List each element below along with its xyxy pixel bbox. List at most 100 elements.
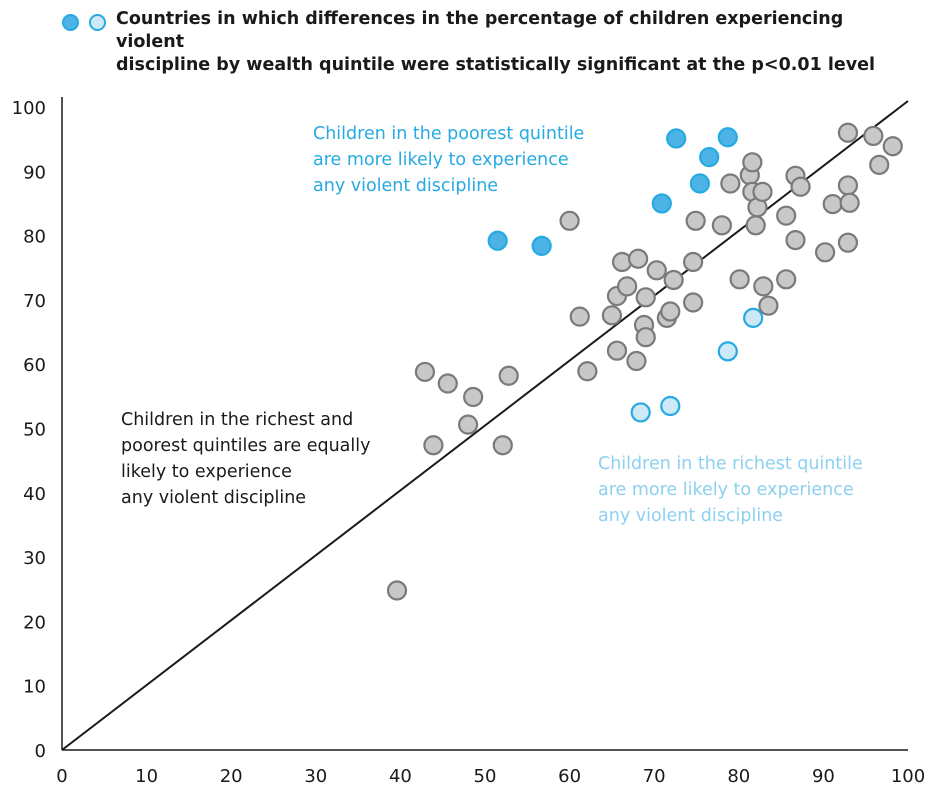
data-point-neutral	[635, 287, 656, 308]
y-tick-label: 70	[23, 291, 46, 312]
data-point-neutral	[635, 327, 656, 348]
data-point-neutral	[559, 210, 580, 231]
axes	[61, 97, 908, 751]
data-point-neutral	[606, 340, 628, 361]
data-point-neutral	[437, 373, 458, 394]
data-point-richest	[660, 395, 681, 417]
data-point-neutral	[498, 365, 519, 386]
annotation-richest: Children in the richest quintile are mor…	[598, 451, 863, 529]
data-points	[386, 122, 903, 601]
tick-labels: 0 10 20 30 40 50 60 70 80 90 100 0 10 20 30 40 50 60 70 80 9…	[12, 98, 926, 787]
y-tick-label: 20	[23, 612, 46, 633]
data-point-neutral	[822, 193, 843, 215]
annotation-equal: Children in the richest and poorest quin…	[121, 407, 370, 511]
data-point-neutral	[863, 125, 884, 147]
data-point-neutral	[882, 136, 903, 157]
data-point-neutral	[837, 175, 859, 196]
x-tick-label: 70	[643, 766, 666, 787]
data-point-neutral	[611, 251, 633, 273]
data-point-neutral	[577, 361, 598, 382]
data-point-neutral	[814, 242, 836, 263]
data-point-neutral	[628, 248, 649, 269]
x-tick-label: 40	[389, 766, 412, 787]
legend-line-1: Countries in which differences in the pe…	[116, 9, 844, 52]
data-point-neutral	[837, 122, 859, 143]
data-point-neutral	[758, 295, 779, 316]
x-tick-label: 10	[135, 766, 158, 787]
data-point-neutral	[414, 361, 436, 383]
annotation-poorest-line-1: Children in the poorest quintile	[313, 124, 585, 144]
data-point-neutral	[742, 152, 763, 173]
data-point-neutral	[839, 192, 860, 213]
data-point-neutral	[660, 301, 681, 322]
annotation-equal-line-4: any violent discipline	[121, 488, 307, 508]
data-point-neutral	[646, 260, 667, 281]
legend: Countries in which differences in the pe…	[0, 0, 943, 75]
data-point-neutral	[720, 173, 741, 194]
x-tick-label: 100	[891, 766, 925, 787]
data-point-neutral	[386, 580, 408, 601]
data-point-poorest	[651, 193, 672, 214]
data-point-neutral	[711, 215, 732, 236]
data-point-neutral	[745, 215, 766, 236]
data-point-neutral	[663, 269, 684, 291]
data-point-neutral	[463, 386, 484, 408]
x-tick-label: 50	[474, 766, 497, 787]
data-point-neutral	[837, 232, 859, 253]
data-point-neutral	[569, 306, 590, 327]
data-point-neutral	[776, 205, 797, 226]
data-point-neutral	[685, 210, 706, 231]
x-tick-label: 20	[220, 766, 243, 787]
annotation-richest-line-3: any violent discipline	[598, 506, 784, 526]
data-point-richest	[743, 307, 764, 329]
data-point-neutral	[626, 350, 647, 372]
x-tick-label: 60	[558, 766, 581, 787]
annotation-poorest: Children in the poorest quintile are mor…	[313, 121, 584, 199]
data-point-poorest	[666, 128, 687, 149]
annotation-equal-line-2: poorest quintiles are equally	[121, 436, 371, 456]
data-point-richest	[630, 402, 651, 423]
x-tick-label: 80	[727, 766, 750, 787]
data-point-neutral	[683, 251, 704, 273]
data-point-poorest	[717, 127, 738, 148]
data-point-neutral	[869, 154, 890, 175]
data-point-neutral	[492, 435, 513, 456]
y-tick-label: 0	[35, 741, 46, 762]
data-point-neutral	[753, 276, 774, 297]
data-point-neutral	[729, 269, 750, 290]
data-point-neutral	[423, 435, 444, 456]
annotation-equal-line-1: Children in the richest and	[121, 410, 354, 430]
x-tick-label: 90	[812, 766, 835, 787]
data-point-neutral	[785, 230, 806, 251]
y-tick-label: 10	[23, 677, 46, 698]
y-tick-label: 60	[23, 355, 46, 376]
data-point-neutral	[601, 305, 623, 326]
legend-text: Countries in which differences in the pe…	[116, 8, 916, 77]
legend-line-2: discipline by wealth quintile were stati…	[116, 55, 875, 75]
richest-significant-dot	[89, 14, 106, 31]
y-tick-label: 50	[23, 420, 46, 441]
data-point-poorest	[689, 173, 710, 194]
poorest-significant-dot	[62, 14, 79, 31]
data-point-neutral	[790, 176, 811, 197]
data-point-neutral	[617, 276, 638, 297]
annotation-richest-line-1: Children in the richest quintile	[598, 454, 863, 474]
annotation-richest-line-2: are more likely to experience	[598, 480, 854, 500]
x-tick-label: 0	[56, 766, 67, 787]
y-tick-label: 40	[23, 484, 46, 505]
annotation-poorest-line-3: any violent discipline	[313, 176, 499, 196]
data-point-neutral	[457, 414, 479, 435]
y-tick-label: 30	[23, 548, 46, 569]
data-point-richest	[717, 341, 738, 362]
y-tick-label: 80	[23, 227, 46, 248]
data-point-neutral	[683, 292, 704, 313]
y-tick-label: 90	[23, 162, 46, 183]
data-point-poorest	[531, 235, 552, 256]
data-point-neutral	[752, 181, 773, 202]
data-point-neutral	[776, 269, 797, 290]
data-point-poorest	[699, 147, 720, 168]
annotation-poorest-line-2: are more likely to experience	[313, 150, 569, 170]
x-tick-label: 30	[304, 766, 327, 787]
y-tick-label: 100	[12, 98, 46, 119]
